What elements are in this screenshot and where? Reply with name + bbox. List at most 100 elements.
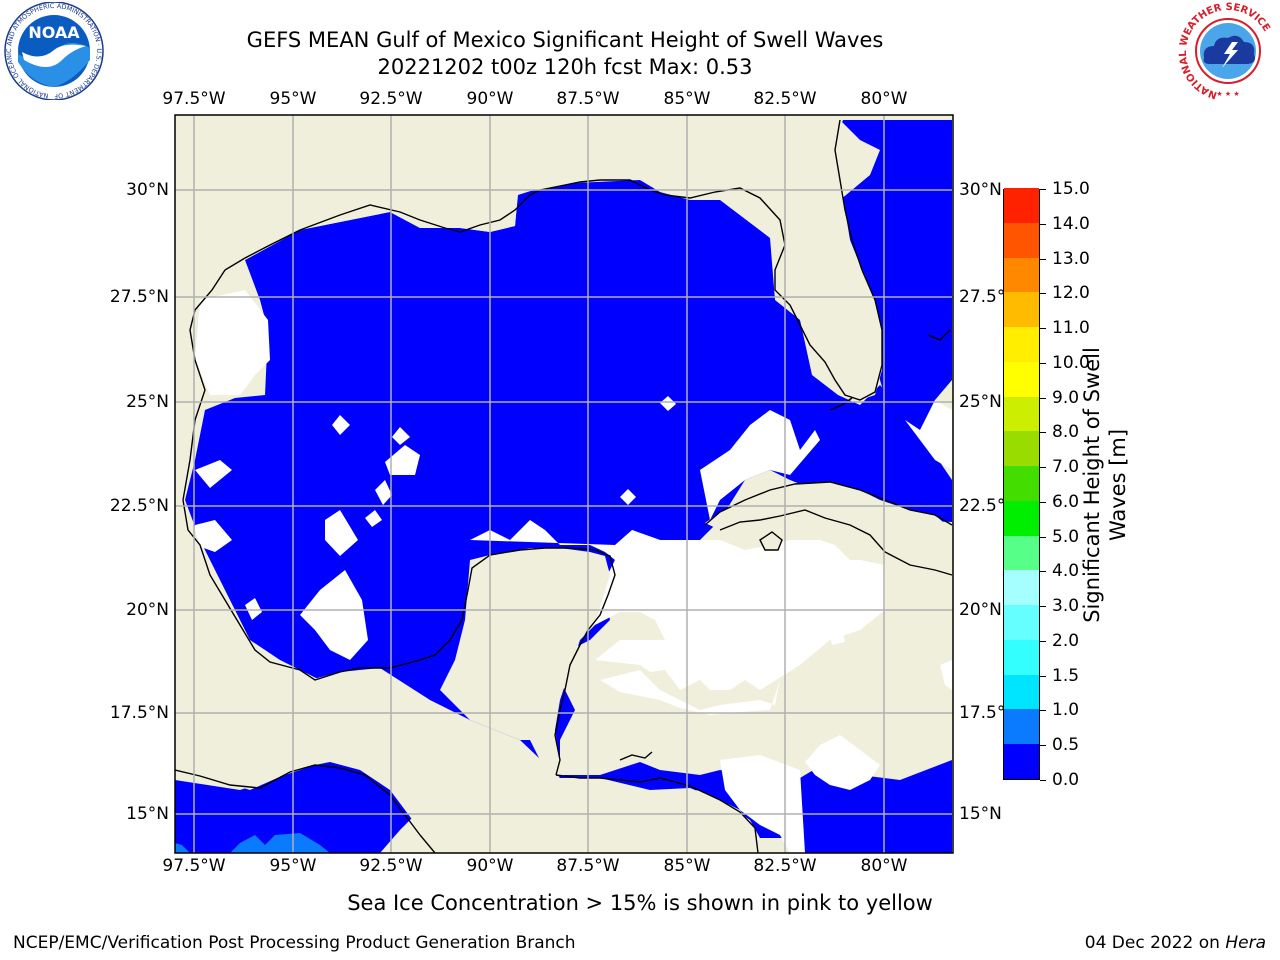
land-florida bbox=[720, 115, 882, 400]
colorbar-tick-label: 2.0 bbox=[1052, 630, 1080, 651]
gridlines bbox=[175, 115, 953, 853]
lat-tick-right: 17.5° bbox=[959, 703, 1006, 723]
colorbar-tick-label: 4.0 bbox=[1052, 561, 1080, 582]
colorbar-tick-label: 15.0 bbox=[1052, 179, 1090, 199]
lat-tick-right: 20°N bbox=[959, 600, 1002, 620]
lon-tick-bottom: 97.5°W bbox=[162, 856, 226, 876]
lat-tick-left: 17.5°N bbox=[109, 703, 169, 723]
land-us-coast bbox=[175, 115, 720, 420]
colorbar-segment bbox=[1004, 396, 1039, 432]
colorbar-tick-label: 9.0 bbox=[1052, 387, 1080, 408]
colorbar-tick-mark bbox=[1040, 432, 1046, 434]
lat-tick-right: 30°N bbox=[959, 180, 1002, 200]
colorbar-tick-mark bbox=[1040, 571, 1046, 573]
colorbar-tick-label: 6.0 bbox=[1052, 491, 1080, 512]
sea-ice-caption: Sea Ice Concentration > 15% is shown in … bbox=[347, 891, 933, 915]
lat-tick-right: 22.5° bbox=[959, 496, 1006, 516]
colorbar-tick-label: 13.0 bbox=[1052, 248, 1090, 269]
colorbar-tick-label: 10.0 bbox=[1052, 352, 1090, 373]
lat-tick-right: 15°N bbox=[959, 804, 1002, 824]
colorbar-label: Significant Height of Swell Waves [m] bbox=[1079, 347, 1131, 623]
colorbar-segment bbox=[1004, 500, 1039, 536]
colorbar-segment bbox=[1004, 361, 1039, 397]
land-west-mexico bbox=[175, 300, 195, 500]
colorbar-tick-label: 11.0 bbox=[1052, 318, 1090, 339]
lon-tick-bottom: 82.5°W bbox=[753, 856, 817, 876]
chart-subtitle: 20221202 t00z 120h fcst Max: 0.53 bbox=[377, 55, 753, 79]
lon-tick-top: 87.5°W bbox=[556, 89, 620, 109]
lon-tick-top: 90°W bbox=[466, 89, 514, 109]
no-data-patches bbox=[195, 290, 952, 853]
colorbar-tick-mark bbox=[1040, 362, 1046, 364]
lon-tick-top: 97.5°W bbox=[162, 89, 226, 109]
lon-tick-bottom: 87.5°W bbox=[556, 856, 620, 876]
colorbar-tick-label: 14.0 bbox=[1052, 213, 1090, 234]
nws-logo-icon: NATIONAL WEATHER SERVICE ★ ★ ★ bbox=[1178, 2, 1276, 100]
colorbar-label-line1: Significant Height of Swell bbox=[1080, 347, 1104, 623]
footer-host: Hera bbox=[1225, 933, 1266, 953]
colorbar-segment bbox=[1004, 674, 1039, 710]
colorbar-segment bbox=[1004, 743, 1039, 779]
footer-date: 04 Dec 2022 on bbox=[1084, 933, 1226, 953]
lon-tick-bottom: 95°W bbox=[269, 856, 317, 876]
colorbar-label-line2: Waves [m] bbox=[1106, 428, 1130, 542]
lat-tick-left: 30°N bbox=[126, 180, 169, 200]
colorbar-tick-mark bbox=[1040, 606, 1046, 608]
colorbar-segment bbox=[1004, 604, 1039, 640]
lat-tick-right: 27.5° bbox=[959, 287, 1006, 307]
colorbar-tick-label: 5.0 bbox=[1052, 526, 1080, 547]
colorbar-tick-label: 1.5 bbox=[1052, 665, 1080, 686]
lat-tick-left: 15°N bbox=[126, 804, 169, 824]
colorbar-tick-mark bbox=[1040, 745, 1046, 747]
lat-tick-left: 22.5°N bbox=[109, 496, 169, 516]
colorbar-segment bbox=[1004, 187, 1039, 223]
colorbar-tick-label: 0.5 bbox=[1052, 735, 1080, 756]
colorbar-tick-mark bbox=[1040, 293, 1046, 295]
colorbar-tick-mark bbox=[1040, 258, 1046, 260]
colorbar-tick-mark bbox=[1040, 223, 1046, 225]
land-central-america bbox=[175, 500, 760, 853]
colorbar-segment bbox=[1004, 222, 1039, 258]
svg-text:★ ★ ★: ★ ★ ★ bbox=[1216, 90, 1239, 98]
lat-tick-left: 20°N bbox=[126, 600, 169, 620]
noaa-logo-text: NOAA bbox=[28, 23, 80, 42]
swell-0-5-patch bbox=[230, 833, 330, 853]
colorbar-tick-mark bbox=[1040, 328, 1046, 330]
colorbar-segment bbox=[1004, 535, 1039, 571]
colorbar-tick-mark bbox=[1040, 780, 1046, 781]
footer-timestamp: 04 Dec 2022 on Hera bbox=[1085, 933, 1266, 953]
colorbar-segment bbox=[1004, 569, 1039, 606]
colorbar-tick-label: 3.0 bbox=[1052, 596, 1080, 617]
lat-tick-left: 27.5°N bbox=[109, 287, 169, 307]
colorbar-tick-mark bbox=[1040, 397, 1046, 399]
colorbar-tick-label: 8.0 bbox=[1052, 422, 1080, 443]
lon-tick-bottom: 85°W bbox=[663, 856, 711, 876]
lon-tick-top: 85°W bbox=[663, 89, 711, 109]
colorbar-segment bbox=[1004, 291, 1039, 328]
atlantic-wave-field bbox=[840, 120, 952, 520]
colorbar-tick-label: 12.0 bbox=[1052, 283, 1090, 304]
colorbar-tick-mark bbox=[1040, 501, 1046, 503]
colorbar-tick-mark bbox=[1040, 467, 1046, 469]
lon-tick-top: 80°W bbox=[860, 89, 908, 109]
lon-tick-top: 95°W bbox=[269, 89, 317, 109]
colorbar-segment bbox=[1004, 465, 1039, 501]
lon-tick-bottom: 90°W bbox=[466, 856, 514, 876]
colorbar-tick-label: 0.0 bbox=[1052, 770, 1080, 790]
lon-tick-top: 82.5°W bbox=[753, 89, 817, 109]
colorbar-tick-mark bbox=[1040, 675, 1046, 677]
colorbar-tick-mark bbox=[1040, 710, 1046, 712]
lat-tick-left: 25°N bbox=[126, 392, 169, 412]
colorbar-segment bbox=[1004, 639, 1039, 675]
lon-tick-top: 92.5°W bbox=[359, 89, 423, 109]
lon-tick-bottom: 80°W bbox=[860, 856, 908, 876]
colorbar-segment bbox=[1004, 326, 1039, 362]
colorbar-segment bbox=[1004, 430, 1039, 467]
colorbar-tick-mark bbox=[1040, 189, 1046, 190]
land-yucatan bbox=[440, 548, 610, 778]
swell-0-5-patch-2 bbox=[175, 843, 190, 853]
lon-tick-bottom: 92.5°W bbox=[359, 856, 423, 876]
coastline bbox=[175, 119, 953, 853]
colorbar-tick-mark bbox=[1040, 640, 1046, 642]
